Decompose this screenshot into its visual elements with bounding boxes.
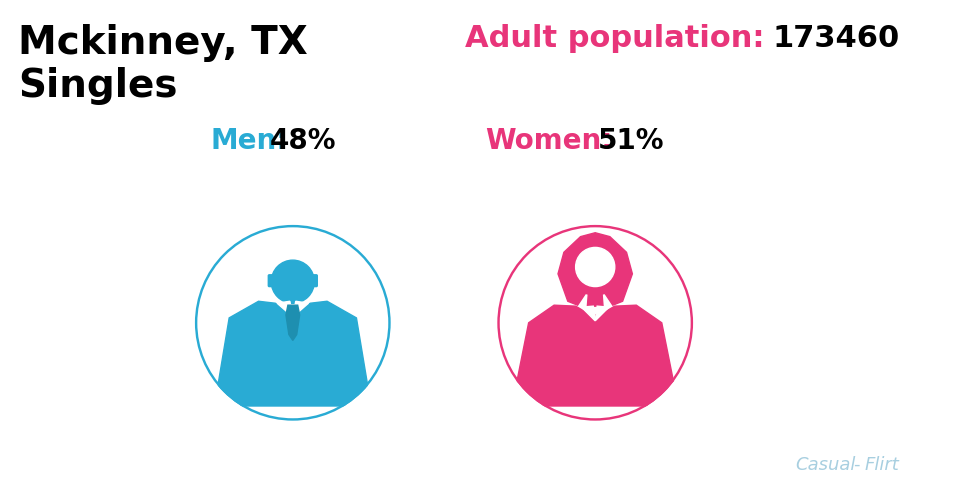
Text: Adult population:: Adult population: <box>465 24 764 53</box>
Polygon shape <box>595 307 609 321</box>
Polygon shape <box>286 306 300 341</box>
Text: 51%: 51% <box>598 127 664 155</box>
FancyBboxPatch shape <box>309 275 318 287</box>
Polygon shape <box>277 302 293 317</box>
Polygon shape <box>288 306 298 314</box>
Polygon shape <box>286 296 300 304</box>
Text: Singles: Singles <box>18 67 178 105</box>
Text: Women:: Women: <box>485 127 612 155</box>
Polygon shape <box>558 233 633 306</box>
Text: -: - <box>853 455 859 473</box>
Text: Flirt: Flirt <box>865 455 900 473</box>
Polygon shape <box>293 302 308 317</box>
Text: Mckinney, TX: Mckinney, TX <box>18 24 308 62</box>
Polygon shape <box>582 307 595 321</box>
Polygon shape <box>214 302 372 406</box>
Circle shape <box>576 248 614 287</box>
Polygon shape <box>512 306 679 406</box>
Text: 48%: 48% <box>270 127 337 155</box>
FancyBboxPatch shape <box>268 275 276 287</box>
Text: Casual: Casual <box>795 455 855 473</box>
Polygon shape <box>588 294 603 307</box>
Circle shape <box>272 261 314 304</box>
Text: 173460: 173460 <box>772 24 900 53</box>
Text: Men:: Men: <box>210 127 287 155</box>
